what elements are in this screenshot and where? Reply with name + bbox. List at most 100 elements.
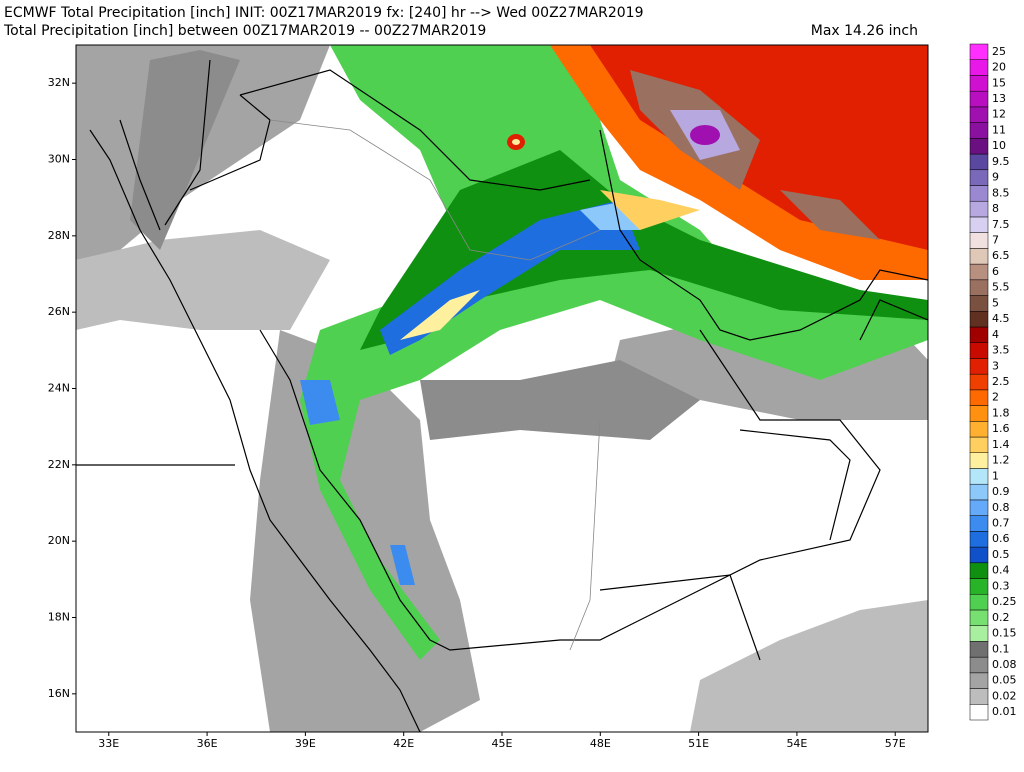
colorbar-swatch (969, 232, 989, 249)
colorbar: 0.01 0.02 0.05 0.08 0.1 0.15 0.2 0.25 0.3 0.4 0.5 0… (969, 43, 1017, 721)
colorbar-label: 5 (992, 296, 999, 309)
x-tick-label: 48E (590, 737, 611, 750)
colorbar-swatch (969, 452, 989, 469)
colorbar-label: 1.6 (992, 422, 1010, 435)
colorbar-label: 4.5 (992, 312, 1010, 325)
colorbar-label: 25 (992, 45, 1006, 58)
colorbar-label: 3.5 (992, 344, 1010, 357)
colorbar-label: 11 (992, 123, 1006, 136)
colorbar-label: 8.5 (992, 186, 1010, 199)
x-tick-label: 54E (786, 737, 807, 750)
colorbar-swatch (969, 421, 989, 438)
colorbar-label: 7 (992, 234, 999, 247)
y-tick-label: 26N (48, 305, 70, 318)
title: ECMWF Total Precipitation [inch] INIT: 0… (4, 5, 644, 21)
colorbar-label: 8 (992, 202, 999, 215)
colorbar-swatch (969, 248, 989, 265)
colorbar-label: 6.5 (992, 249, 1010, 262)
colorbar-swatch (969, 656, 989, 674)
colorbar-label: 1.4 (992, 438, 1010, 451)
colorbar-label: 13 (992, 92, 1006, 105)
x-tick-label: 39E (295, 737, 316, 750)
colorbar-swatch (969, 75, 989, 92)
x-tick-label: 45E (492, 737, 513, 750)
precipitation-field (76, 45, 928, 732)
colorbar-label: 0.6 (992, 532, 1010, 545)
colorbar-swatch (969, 468, 989, 485)
y-tick-label: 18N (48, 611, 70, 624)
colorbar-swatch (969, 672, 989, 689)
colorbar-swatch (969, 389, 989, 406)
x-tick-label: 51E (688, 737, 709, 750)
colorbar-label: 12 (992, 108, 1006, 121)
colorbar-label: 0.15 (992, 627, 1017, 640)
y-tick-label: 30N (48, 153, 70, 166)
colorbar-swatch (969, 311, 989, 328)
colorbar-label: 2 (992, 391, 999, 404)
colorbar-swatch (969, 483, 989, 501)
colorbar-label: 2.5 (992, 375, 1010, 388)
y-tick-label: 20N (48, 534, 70, 547)
colorbar-label: 0.3 (992, 579, 1010, 592)
colorbar-swatch (969, 562, 989, 579)
colorbar-label: 0.9 (992, 485, 1010, 498)
y-tick-label: 22N (48, 458, 70, 471)
colorbar-swatch (969, 200, 989, 218)
x-tick-label: 57E (885, 737, 906, 750)
colorbar-swatch (969, 122, 989, 139)
colorbar-swatch (969, 138, 989, 155)
colorbar-label: 0.2 (992, 611, 1010, 624)
colorbar-swatch (969, 90, 989, 108)
colorbar-swatch (969, 43, 989, 60)
map (75, 44, 929, 733)
colorbar-swatch (969, 342, 989, 359)
colorbar-label: 0.05 (992, 674, 1017, 687)
colorbar-swatch (969, 185, 989, 202)
colorbar-label: 0.01 (992, 705, 1017, 718)
colorbar-label: 0.8 (992, 501, 1010, 514)
colorbar-label: 0.02 (992, 689, 1017, 702)
colorbar-swatch (969, 593, 989, 611)
colorbar-swatch (969, 641, 989, 658)
colorbar-label: 6 (992, 265, 999, 278)
colorbar-label: 0.5 (992, 548, 1010, 561)
colorbar-label: 1 (992, 469, 999, 482)
colorbar-label: 0.25 (992, 595, 1017, 608)
colorbar-swatch (969, 546, 989, 564)
colorbar-swatch (969, 515, 989, 532)
x-tick-label: 36E (197, 737, 218, 750)
y-tick-label: 24N (48, 382, 70, 395)
axis-ticks: 33E 36E 39E 42E 45E 48E 51E 54E 57E 16N 18N 20N 22N 2… (48, 76, 906, 750)
colorbar-swatch (969, 405, 989, 422)
colorbar-label: 9 (992, 171, 999, 184)
colorbar-swatch (969, 625, 989, 642)
colorbar-label: 5.5 (992, 281, 1010, 294)
x-tick-label: 42E (393, 737, 414, 750)
coastlines (76, 59, 928, 732)
colorbar-label: 0.7 (992, 516, 1010, 529)
colorbar-swatch (969, 263, 989, 281)
colorbar-swatch (969, 704, 989, 721)
colorbar-label: 10 (992, 139, 1006, 152)
y-tick-label: 16N (48, 687, 70, 700)
max-label: Max 14.26 inch (811, 23, 918, 39)
colorbar-swatch (969, 326, 989, 343)
colorbar-swatch (969, 59, 989, 76)
y-tick-label: 32N (48, 76, 70, 89)
colorbar-swatch (969, 531, 989, 548)
colorbar-label: 15 (992, 76, 1006, 89)
colorbar-label: 3 (992, 359, 999, 372)
colorbar-swatch (969, 436, 989, 453)
colorbar-swatch (969, 169, 989, 186)
colorbar-label: 1.2 (992, 454, 1010, 467)
x-tick-label: 33E (98, 737, 119, 750)
colorbar-swatch (969, 279, 989, 296)
colorbar-swatch (969, 153, 989, 171)
y-tick-label: 28N (48, 229, 70, 242)
colorbar-swatch (969, 688, 989, 705)
colorbar-swatch (969, 358, 989, 375)
colorbar-swatch (969, 499, 989, 516)
colorbar-label: 0.08 (992, 658, 1017, 671)
colorbar-label: 7.5 (992, 218, 1010, 231)
